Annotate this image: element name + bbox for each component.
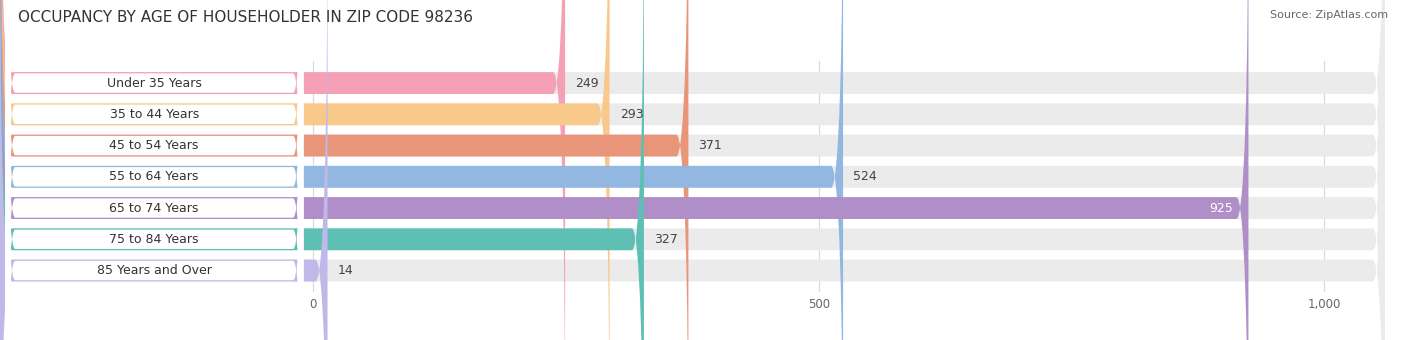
FancyBboxPatch shape	[6, 0, 304, 340]
Text: 371: 371	[699, 139, 723, 152]
Text: 65 to 74 Years: 65 to 74 Years	[110, 202, 198, 215]
FancyBboxPatch shape	[0, 0, 644, 340]
FancyBboxPatch shape	[6, 0, 304, 340]
FancyBboxPatch shape	[6, 0, 304, 340]
Text: 55 to 64 Years: 55 to 64 Years	[110, 170, 198, 183]
Text: 14: 14	[337, 264, 353, 277]
Text: 45 to 54 Years: 45 to 54 Years	[110, 139, 198, 152]
FancyBboxPatch shape	[0, 0, 689, 340]
Text: 524: 524	[853, 170, 877, 183]
FancyBboxPatch shape	[6, 0, 304, 340]
Text: 75 to 84 Years: 75 to 84 Years	[110, 233, 198, 246]
Text: Source: ZipAtlas.com: Source: ZipAtlas.com	[1270, 10, 1388, 20]
Text: 327: 327	[654, 233, 678, 246]
FancyBboxPatch shape	[0, 0, 328, 340]
Text: 249: 249	[575, 76, 599, 89]
Text: Under 35 Years: Under 35 Years	[107, 76, 201, 89]
FancyBboxPatch shape	[0, 0, 610, 340]
FancyBboxPatch shape	[0, 0, 844, 340]
FancyBboxPatch shape	[0, 0, 565, 340]
Text: OCCUPANCY BY AGE OF HOUSEHOLDER IN ZIP CODE 98236: OCCUPANCY BY AGE OF HOUSEHOLDER IN ZIP C…	[18, 10, 474, 25]
Text: 293: 293	[620, 108, 644, 121]
Text: 85 Years and Over: 85 Years and Over	[97, 264, 211, 277]
Text: 925: 925	[1209, 202, 1233, 215]
FancyBboxPatch shape	[0, 0, 1249, 340]
FancyBboxPatch shape	[6, 0, 304, 340]
FancyBboxPatch shape	[6, 0, 304, 340]
FancyBboxPatch shape	[6, 0, 304, 340]
Text: 35 to 44 Years: 35 to 44 Years	[110, 108, 198, 121]
